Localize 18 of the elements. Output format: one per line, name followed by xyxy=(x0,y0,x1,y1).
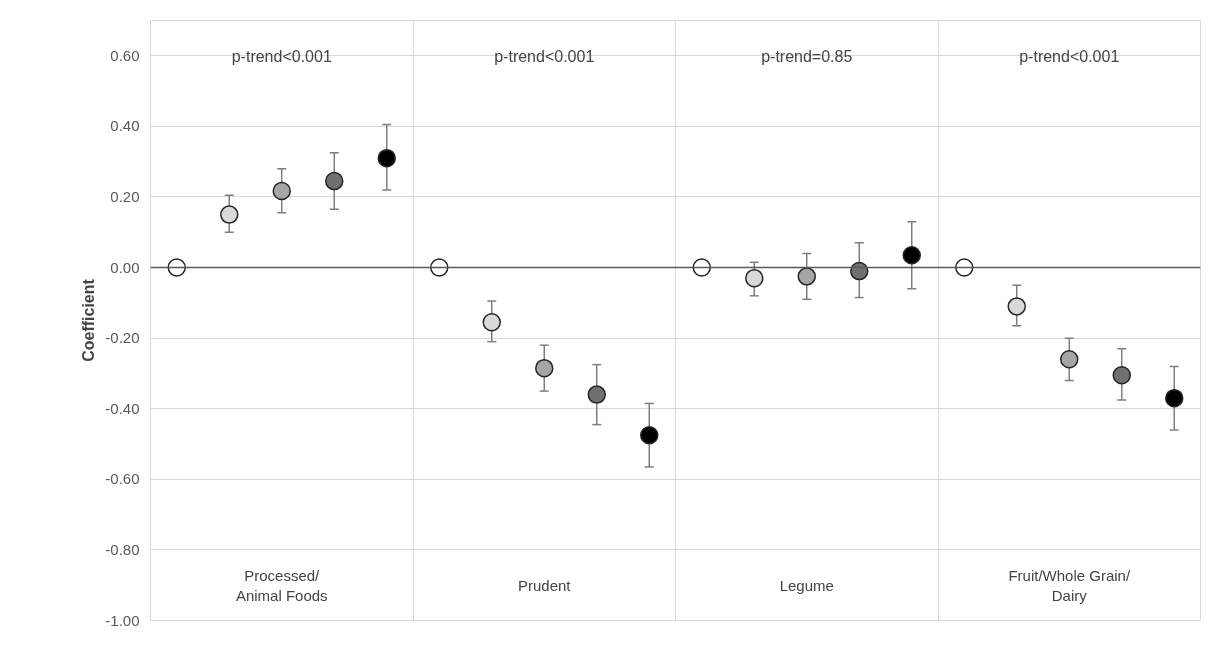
y-tick-label: -0.40 xyxy=(105,399,140,417)
y-tick-label: -0.60 xyxy=(105,470,140,488)
x-tick-label: Fruit/Whole Grain/Dairy xyxy=(1008,566,1131,604)
annotation: p-trend<0.001 xyxy=(1019,48,1120,65)
y-tick-label: 0.20 xyxy=(110,187,140,205)
y-tick-label: 0.00 xyxy=(110,258,140,276)
y-tick-label: -0.20 xyxy=(105,329,140,347)
annotation: p-trend=0.85 xyxy=(761,48,853,65)
y-tick-label: 0.60 xyxy=(110,46,140,64)
y-tick-label: 0.40 xyxy=(110,117,140,135)
y-tick-label: -0.80 xyxy=(105,540,140,558)
x-tick-label: Processed/Animal Foods xyxy=(235,566,328,604)
x-tick-label: Legume xyxy=(779,576,834,594)
annotation: p-trend<0.001 xyxy=(231,48,332,65)
y-tick-label: -1.00 xyxy=(105,611,140,629)
x-tick-label: Prudent xyxy=(517,576,572,594)
y-axis-title: Coefficient xyxy=(80,278,98,362)
annotation: p-trend<0.001 xyxy=(494,48,595,65)
